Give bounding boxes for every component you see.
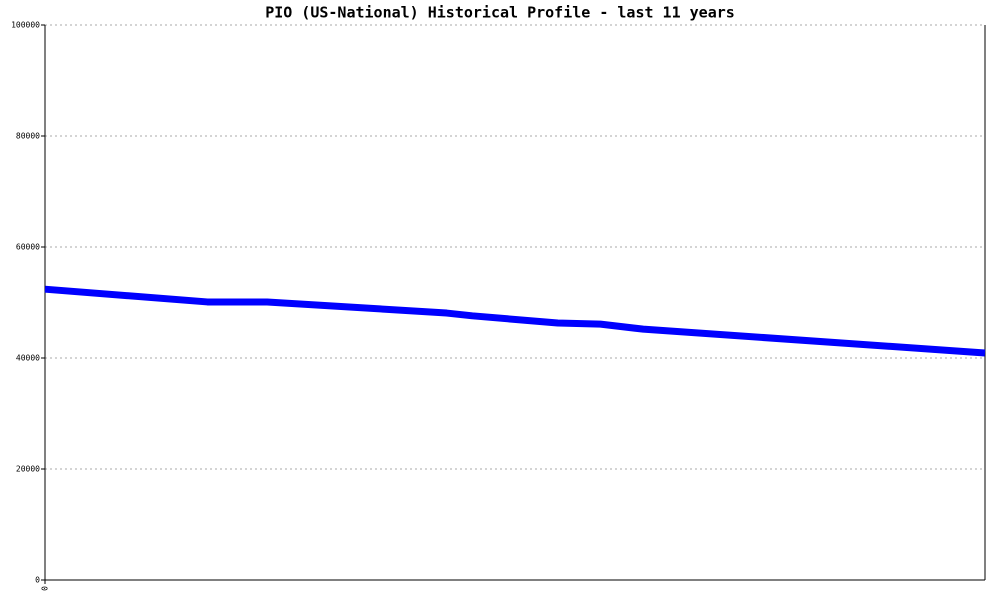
x-tick-label: 0 [41, 586, 50, 591]
y-tick-label: 80000 [16, 132, 40, 141]
y-tick-label: 0 [35, 576, 40, 585]
y-tick-label: 40000 [16, 354, 40, 363]
y-tick-label: 20000 [16, 465, 40, 474]
chart-title: PIO (US-National) Historical Profile - l… [265, 4, 735, 22]
y-tick-label: 60000 [16, 243, 40, 252]
line [44, 285, 986, 357]
y-tick-label: 100000 [11, 21, 40, 30]
